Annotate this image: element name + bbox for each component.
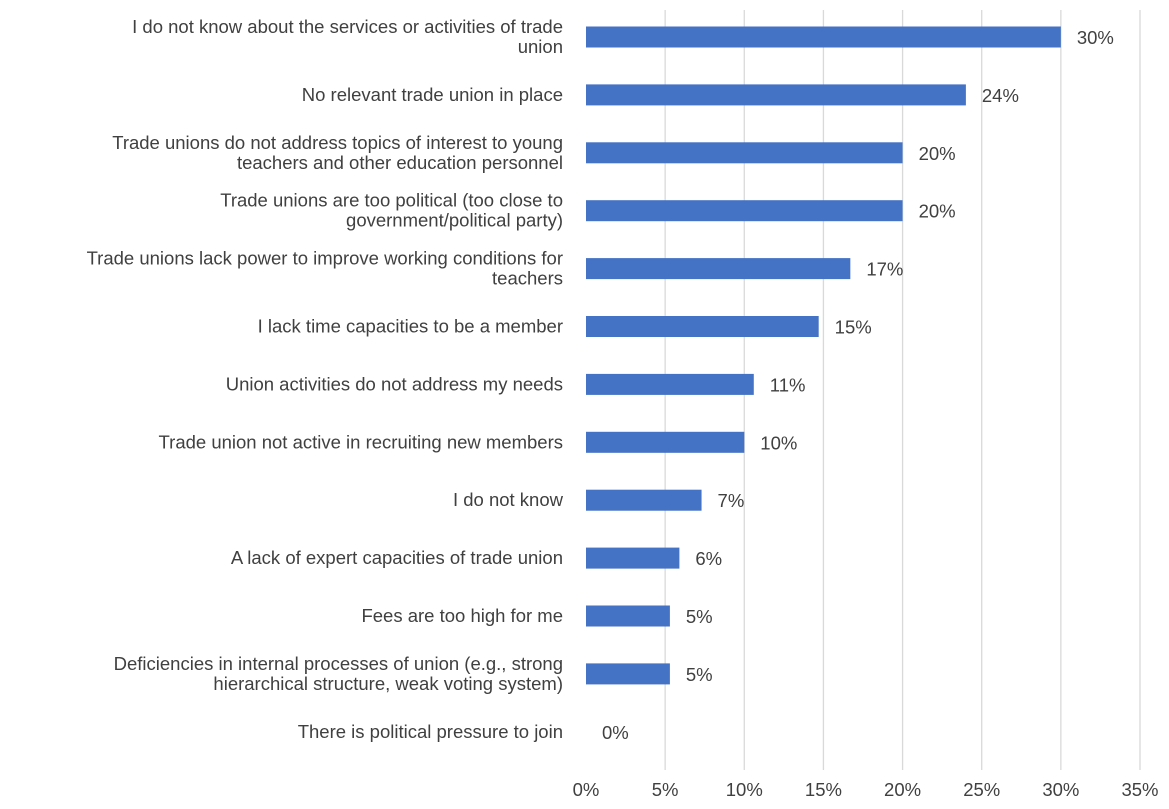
bar: [586, 142, 903, 164]
gridlines: [664, 10, 1141, 770]
x-tick-label: 25%: [963, 779, 1000, 800]
data-label: 20%: [919, 143, 956, 164]
data-label: 30%: [1077, 27, 1114, 48]
data-label: 0%: [602, 722, 629, 743]
bar: [586, 489, 702, 511]
x-tick-label: 20%: [884, 779, 921, 800]
data-label: 20%: [919, 201, 956, 222]
bar: [586, 258, 851, 280]
x-tick-label: 10%: [726, 779, 763, 800]
x-axis-tick-labels: 0% 5% 10% 15% 20% 25% 30% 35%: [573, 779, 1159, 800]
data-label: 17%: [866, 259, 903, 280]
data-label: 15%: [835, 317, 872, 338]
bar: [586, 605, 670, 627]
data-label: 6%: [695, 548, 722, 569]
category-label: No relevant trade union in place: [302, 84, 563, 105]
category-label: hierarchical structure, weak voting syst…: [213, 673, 563, 694]
category-label: Union activities do not address my needs: [226, 373, 563, 394]
data-label: 10%: [760, 432, 797, 453]
bar: [586, 547, 680, 569]
category-label: Trade unions lack power to improve worki…: [87, 248, 563, 269]
x-tick-label: 30%: [1042, 779, 1079, 800]
bar: [586, 663, 670, 685]
category-label: There is political pressure to join: [298, 721, 563, 742]
bar: [586, 316, 819, 337]
category-label: teachers and other education personnel: [237, 152, 563, 173]
bar: [586, 26, 1061, 48]
bar: [586, 84, 966, 106]
bar: [586, 200, 903, 222]
category-labels: I do not know about the services or acti…: [87, 16, 564, 742]
bar: [586, 431, 745, 453]
category-label: I lack time capacities to be a member: [258, 316, 563, 337]
category-label: Trade union not active in recruiting new…: [159, 431, 563, 452]
value-labels: 30% 24% 20% 20% 17% 15% 11% 10% 7% 6% 5% 5% 0%: [602, 27, 1114, 743]
category-label: government/political party): [346, 210, 563, 231]
bar: [586, 373, 754, 395]
data-label: 11%: [770, 374, 806, 395]
category-label: union: [518, 36, 563, 57]
x-tick-label: 0%: [573, 779, 600, 800]
category-label: I do not know: [453, 489, 564, 510]
data-label: 5%: [686, 664, 713, 685]
category-label: Fees are too high for me: [361, 605, 563, 626]
category-label: Deficiencies in internal processes of un…: [114, 653, 563, 674]
category-label: Trade unions are too political (too clos…: [220, 190, 563, 211]
bars: [586, 26, 1061, 685]
data-label: 7%: [718, 490, 745, 511]
x-tick-label: 5%: [652, 779, 679, 800]
category-label: teachers: [492, 268, 563, 289]
category-label: Trade unions do not address topics of in…: [112, 132, 563, 153]
category-label: I do not know about the services or acti…: [132, 16, 563, 37]
x-tick-label: 15%: [805, 779, 842, 800]
x-tick-label: 35%: [1121, 779, 1158, 800]
data-label: 24%: [982, 85, 1019, 106]
category-label: A lack of expert capacities of trade uni…: [231, 547, 563, 568]
data-label: 5%: [686, 606, 713, 627]
